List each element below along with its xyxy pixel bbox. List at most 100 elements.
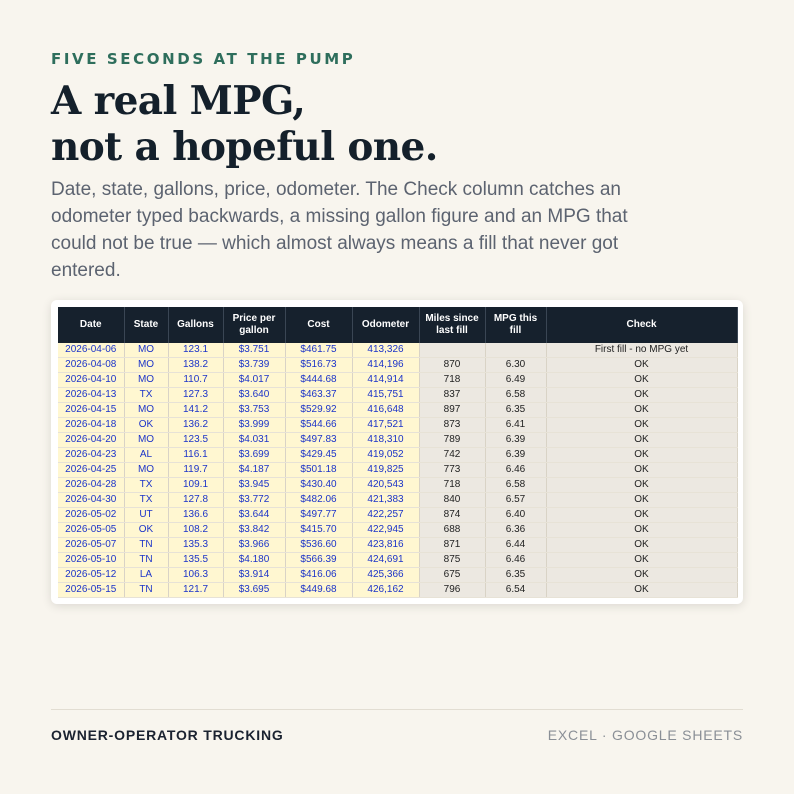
cell-mpg[interactable]: 6.35 [485,567,547,583]
cell-date[interactable]: 2026-04-15 [58,402,125,418]
cell-date[interactable]: 2026-04-20 [58,432,125,448]
cell-miles[interactable]: 796 [419,582,486,598]
cell-miles[interactable] [419,343,486,358]
cell-date[interactable]: 2026-04-06 [58,343,125,358]
cell-mpg[interactable]: 6.49 [485,372,547,388]
cell-gallons[interactable]: 123.1 [168,343,224,358]
cell-state[interactable]: AL [124,447,169,463]
cell-price[interactable]: $3.699 [223,447,286,463]
cell-state[interactable]: MO [124,432,169,448]
cell-cost[interactable]: $544.66 [285,417,353,433]
column-header-miles[interactable]: Miles since last fill [419,307,486,343]
cell-miles[interactable]: 688 [419,522,486,538]
cell-price[interactable]: $3.966 [223,537,286,553]
cell-check[interactable]: OK [546,387,738,403]
cell-odometer[interactable]: 422,257 [352,507,420,523]
cell-gallons[interactable]: 138.2 [168,357,224,373]
cell-state[interactable]: TN [124,537,169,553]
cell-odometer[interactable]: 416,648 [352,402,420,418]
cell-miles[interactable]: 873 [419,417,486,433]
cell-mpg[interactable]: 6.46 [485,462,547,478]
cell-price[interactable]: $4.017 [223,372,286,388]
cell-miles[interactable]: 773 [419,462,486,478]
cell-date[interactable]: 2026-05-02 [58,507,125,523]
cell-odometer[interactable]: 414,196 [352,357,420,373]
cell-miles[interactable]: 875 [419,552,486,568]
cell-state[interactable]: MO [124,402,169,418]
cell-odometer[interactable]: 414,914 [352,372,420,388]
cell-date[interactable]: 2026-04-08 [58,357,125,373]
cell-odometer[interactable]: 421,383 [352,492,420,508]
column-header-cost[interactable]: Cost [285,307,353,343]
cell-price[interactable]: $4.187 [223,462,286,478]
cell-check[interactable]: OK [546,447,738,463]
cell-state[interactable]: TX [124,387,169,403]
cell-mpg[interactable]: 6.58 [485,387,547,403]
cell-check[interactable]: OK [546,432,738,448]
cell-cost[interactable]: $536.60 [285,537,353,553]
cell-miles[interactable]: 675 [419,567,486,583]
cell-price[interactable]: $3.640 [223,387,286,403]
cell-cost[interactable]: $430.40 [285,477,353,493]
cell-odometer[interactable]: 420,543 [352,477,420,493]
cell-miles[interactable]: 789 [419,432,486,448]
cell-check[interactable]: OK [546,582,738,598]
cell-mpg[interactable] [485,343,547,358]
cell-check[interactable]: OK [546,402,738,418]
cell-odometer[interactable]: 419,825 [352,462,420,478]
cell-gallons[interactable]: 127.8 [168,492,224,508]
column-header-odometer[interactable]: Odometer [352,307,420,343]
column-header-gallons[interactable]: Gallons [168,307,224,343]
cell-cost[interactable]: $497.77 [285,507,353,523]
cell-cost[interactable]: $429.45 [285,447,353,463]
cell-price[interactable]: $3.695 [223,582,286,598]
cell-state[interactable]: TN [124,552,169,568]
cell-mpg[interactable]: 6.36 [485,522,547,538]
cell-state[interactable]: TN [124,582,169,598]
cell-cost[interactable]: $482.06 [285,492,353,508]
cell-cost[interactable]: $463.37 [285,387,353,403]
cell-odometer[interactable]: 425,366 [352,567,420,583]
cell-odometer[interactable]: 418,310 [352,432,420,448]
cell-check[interactable]: OK [546,417,738,433]
cell-state[interactable]: MO [124,372,169,388]
cell-miles[interactable]: 742 [419,447,486,463]
cell-mpg[interactable]: 6.46 [485,552,547,568]
cell-price[interactable]: $3.842 [223,522,286,538]
cell-date[interactable]: 2026-04-25 [58,462,125,478]
cell-miles[interactable]: 837 [419,387,486,403]
cell-state[interactable]: OK [124,522,169,538]
cell-date[interactable]: 2026-04-13 [58,387,125,403]
cell-date[interactable]: 2026-04-18 [58,417,125,433]
cell-check[interactable]: OK [546,477,738,493]
cell-check[interactable]: OK [546,567,738,583]
column-header-mpg[interactable]: MPG this fill [485,307,547,343]
cell-mpg[interactable]: 6.41 [485,417,547,433]
cell-cost[interactable]: $444.68 [285,372,353,388]
cell-mpg[interactable]: 6.35 [485,402,547,418]
cell-cost[interactable]: $529.92 [285,402,353,418]
cell-check[interactable]: OK [546,492,738,508]
cell-mpg[interactable]: 6.39 [485,432,547,448]
cell-miles[interactable]: 718 [419,477,486,493]
cell-mpg[interactable]: 6.58 [485,477,547,493]
cell-price[interactable]: $3.772 [223,492,286,508]
cell-check[interactable]: OK [546,552,738,568]
cell-date[interactable]: 2026-04-10 [58,372,125,388]
cell-date[interactable]: 2026-04-30 [58,492,125,508]
cell-price[interactable]: $3.753 [223,402,286,418]
cell-state[interactable]: TX [124,492,169,508]
cell-odometer[interactable]: 417,521 [352,417,420,433]
cell-gallons[interactable]: 136.2 [168,417,224,433]
cell-price[interactable]: $3.739 [223,357,286,373]
cell-mpg[interactable]: 6.54 [485,582,547,598]
cell-check[interactable]: OK [546,462,738,478]
cell-check[interactable]: First fill - no MPG yet [546,343,738,358]
cell-check[interactable]: OK [546,357,738,373]
cell-miles[interactable]: 718 [419,372,486,388]
cell-cost[interactable]: $501.18 [285,462,353,478]
cell-odometer[interactable]: 415,751 [352,387,420,403]
cell-gallons[interactable]: 136.6 [168,507,224,523]
cell-gallons[interactable]: 121.7 [168,582,224,598]
cell-odometer[interactable]: 419,052 [352,447,420,463]
